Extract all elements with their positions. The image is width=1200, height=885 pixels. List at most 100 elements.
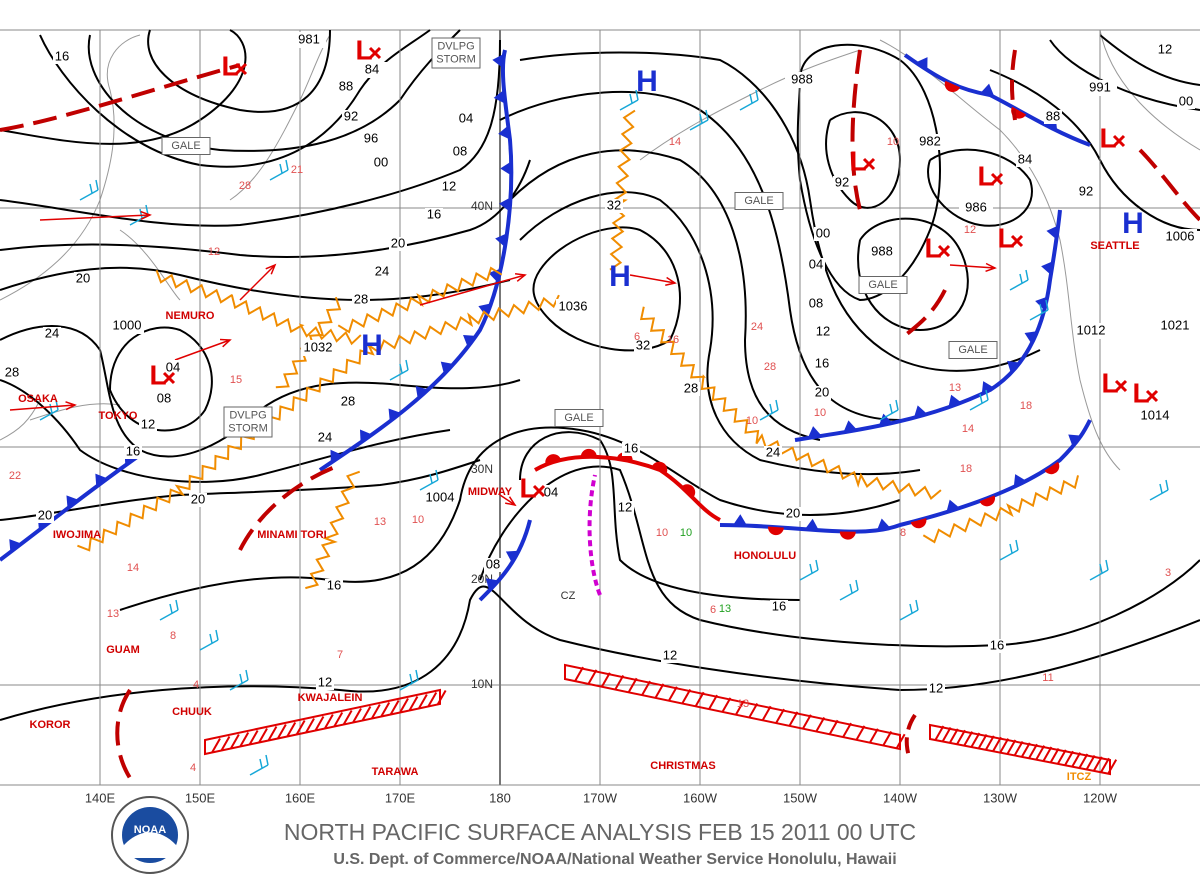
isobar-label: 08 (486, 556, 500, 571)
isobar-label-bg (155, 392, 173, 406)
isobar (0, 459, 481, 521)
isobar-label-bg (43, 327, 61, 341)
place-name: CHRISTMAS (650, 760, 715, 772)
isobar-label-bg (605, 199, 623, 213)
isobar-label-bg (1077, 185, 1095, 199)
wind-barb (759, 399, 779, 421)
front-triangle (493, 89, 506, 104)
itcz-hatch (721, 697, 732, 713)
front-pip (95, 473, 108, 487)
central-pressure: 04 (544, 484, 558, 499)
central-pressure: 1036 (559, 298, 588, 313)
itcz-hatch (614, 675, 625, 690)
station-report: 13 (719, 603, 731, 615)
isobar-label-bg (622, 442, 640, 456)
front-pip (681, 484, 696, 498)
place-name: NEMURO (166, 310, 215, 322)
low-mark (162, 371, 176, 385)
low-center: L (355, 34, 372, 65)
pressure-bg (913, 134, 947, 150)
itcz-hatch (436, 690, 447, 705)
front-pip (651, 461, 668, 473)
front-pip (1041, 261, 1054, 275)
itcz-hatch (654, 683, 665, 699)
front-triangle (505, 550, 519, 564)
front-pip (733, 514, 747, 526)
ridge (77, 294, 560, 552)
isobar (147, 29, 331, 113)
low-mark (532, 484, 546, 498)
station-report: 12 (208, 246, 220, 258)
front-pip (915, 57, 928, 71)
warning-label: DVLPG (229, 409, 266, 421)
front-semicircle (545, 454, 561, 465)
isobar-label-bg (833, 176, 851, 190)
isobar-label-bg (484, 558, 502, 572)
motion-arrow-head (514, 273, 527, 282)
longitude-label: 140E (85, 790, 116, 805)
logo-bird (124, 832, 176, 858)
itcz-hatch (788, 711, 799, 727)
ridge (337, 266, 503, 334)
front-pip (440, 361, 454, 375)
itcz-hatch (239, 732, 250, 747)
front-pip (9, 539, 22, 553)
isobar-label: 16 (55, 48, 69, 63)
station-report: 11 (1042, 672, 1053, 684)
front-triangle (9, 539, 22, 553)
central-pressure: 1004 (426, 489, 455, 504)
isobar-label-bg (352, 293, 370, 307)
front-triangle (876, 518, 891, 531)
itcz-hatch (361, 706, 372, 721)
itcz-hatch (627, 677, 638, 693)
isobar-label-bg (807, 258, 825, 272)
itcz-hatch (1100, 757, 1110, 773)
isobar-label-bg (1016, 153, 1034, 167)
front-triangle (415, 386, 429, 399)
low-mark (1010, 234, 1024, 248)
pressure-bg (292, 32, 326, 48)
front-pip (944, 80, 961, 93)
latitude-label: 30N (471, 462, 493, 476)
place-name: KWAJALEIN (298, 692, 363, 704)
front-triangle (95, 473, 108, 487)
isobar-label: 04 (459, 110, 473, 125)
central-pressure: 1021 (1161, 317, 1190, 332)
place-name: CHUUK (172, 706, 212, 718)
longitude-label: 140W (883, 790, 918, 805)
itcz-hatch (842, 722, 852, 738)
front-pip (1068, 434, 1082, 447)
station-report: 7 (337, 649, 343, 661)
front-triangle (1068, 434, 1082, 447)
front-triangle (463, 335, 477, 348)
itcz-hatch (352, 708, 362, 723)
pressure-bg (110, 318, 144, 334)
place-name: TOKYO (99, 410, 138, 422)
front-pip (388, 408, 401, 422)
isobar (532, 226, 681, 352)
itcz-hatch (992, 736, 1002, 752)
low-center: L (849, 145, 866, 176)
map-subtitle: U.S. Dept. of Commerce/NOAA/National Wea… (333, 851, 896, 868)
itcz-hatch (380, 702, 391, 717)
front-triangle (807, 426, 822, 439)
front-triangle (440, 361, 454, 375)
low-mark (1112, 134, 1126, 148)
front-pip (981, 381, 995, 395)
central-pressure: 1014 (1141, 407, 1170, 422)
isobar-label: 12 (816, 323, 830, 338)
isobar-label: 20 (38, 507, 52, 522)
pressure-bg (1158, 318, 1192, 334)
pressure-bg (301, 340, 335, 356)
pressure-bg (1138, 408, 1172, 424)
wind-barb (839, 579, 859, 601)
pressure-bg (959, 200, 993, 216)
station-report: 13 (737, 698, 749, 710)
isobar (825, 111, 902, 209)
isobar-label-bg (362, 132, 380, 146)
wind-barb (1149, 479, 1169, 501)
isobar (519, 51, 1041, 372)
isobar-label: 12 (618, 499, 632, 514)
front-pip (500, 161, 512, 176)
isobar-label: 24 (766, 444, 780, 459)
